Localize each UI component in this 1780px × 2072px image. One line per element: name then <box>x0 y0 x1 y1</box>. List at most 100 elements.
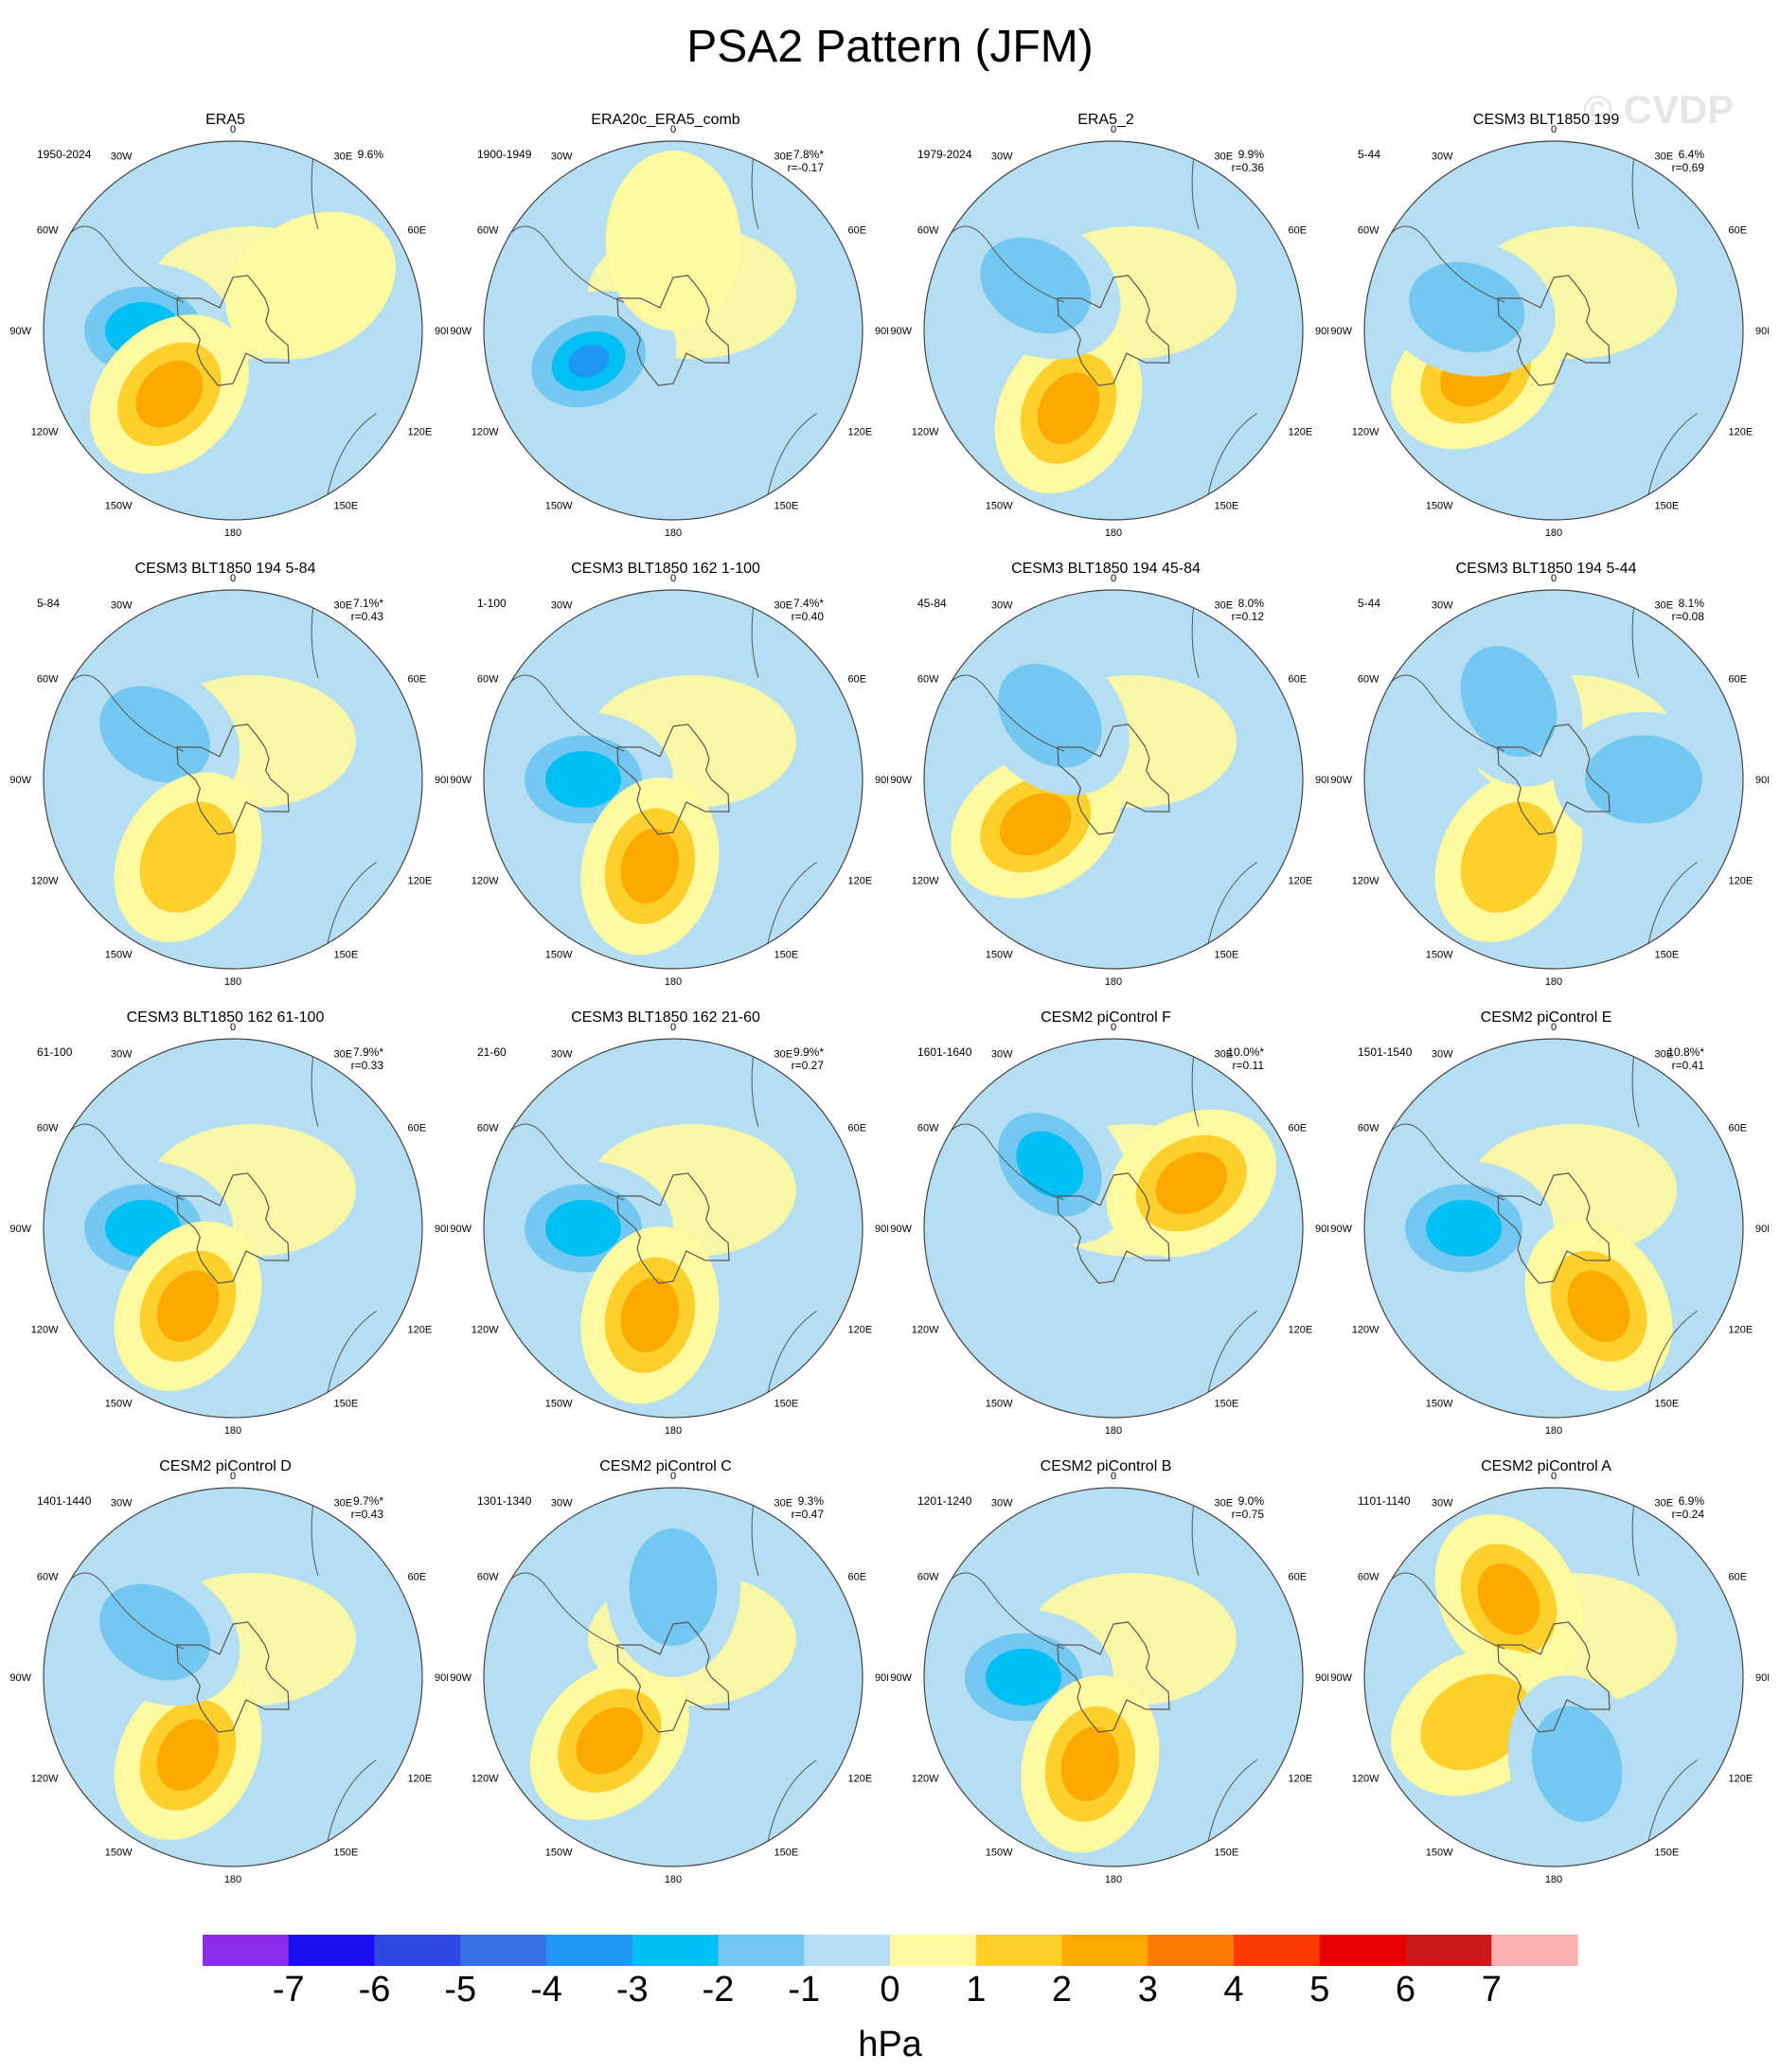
colorbar-tick-label: -4 <box>530 1970 562 2009</box>
longitude-label: 90W <box>9 775 31 786</box>
panel-variance-pct: 9.3% <box>797 1494 824 1508</box>
panel-years: 1501-1540 <box>1358 1045 1413 1059</box>
panel-pattern-corr: r=0.27 <box>791 1059 824 1072</box>
polar-map: 0 30E 60E 90E 120E 150E 180 150W 120W 90W 60W 30W <box>1330 1471 1769 1885</box>
longitude-label: 180 <box>224 1425 241 1437</box>
longitude-label: 150E <box>1655 1848 1680 1859</box>
longitude-label: 150E <box>774 501 799 512</box>
africa-coastline <box>751 1056 759 1127</box>
longitude-label: 30E <box>1215 1498 1234 1509</box>
longitude-label: 150E <box>1655 501 1680 512</box>
map-border <box>43 1487 423 1867</box>
colorbar-swatch <box>203 1935 290 1966</box>
panel-years: 1401-1440 <box>37 1494 92 1508</box>
antarctica-coastline <box>1497 275 1611 386</box>
panel-years: 1979-2024 <box>917 148 972 161</box>
longitude-label: 0 <box>670 573 676 584</box>
longitude-label: 30E <box>774 600 793 612</box>
map-panel: CESM3 BLT1850 194 45-84 45-84 8.0% r=0.12 0 3… <box>883 561 1328 1010</box>
polar-map: 0 30E 60E 90E 120E 150E 180 150W 120W 90W 60W 30W <box>1330 124 1769 539</box>
panel-pattern-corr: r=0.36 <box>1231 161 1264 174</box>
longitude-label: 150E <box>774 1848 799 1859</box>
longitude-label: 30W <box>991 1498 1013 1509</box>
map-panel: CESM2 piControl B 1201-1240 9.0% r=0.75 0 30E… <box>883 1458 1328 1908</box>
longitude-label: 60E <box>848 674 867 686</box>
longitude-label: 60E <box>1729 674 1748 686</box>
longitude-label: 0 <box>1111 1471 1116 1482</box>
longitude-label: 60W <box>1358 1123 1380 1134</box>
panel-pattern-corr: r=0.12 <box>1231 610 1264 623</box>
antarctica-coastline <box>1497 1172 1611 1284</box>
anomaly-positive-contour <box>576 1706 644 1775</box>
colorbar-tick-label: 4 <box>1223 1970 1244 2009</box>
antarctica-coastline <box>616 1172 730 1284</box>
panel-variance-pct: 7.4%* <box>792 597 824 610</box>
longitude-label: 90W <box>890 326 912 337</box>
panel-years: 1900-1949 <box>477 148 532 161</box>
longitude-label: 180 <box>1545 1874 1562 1885</box>
africa-coastline <box>311 607 319 678</box>
longitude-label: 90E <box>1755 326 1769 337</box>
longitude-label: 180 <box>665 1874 682 1885</box>
cvdp-watermark: © CVDP <box>1583 87 1735 132</box>
anomaly-negative-contour <box>1531 1706 1623 1822</box>
panel-years: 1950-2024 <box>37 148 92 161</box>
longitude-label: 30W <box>551 600 573 612</box>
longitude-label: 120E <box>1289 427 1313 438</box>
longitude-label: 120E <box>848 876 873 887</box>
panel-variance-pct: 7.8%* <box>792 148 824 161</box>
australia-coastline <box>327 1759 377 1842</box>
longitude-label: 180 <box>1545 527 1562 539</box>
panel-years: 21-60 <box>477 1045 507 1059</box>
longitude-label: 60E <box>1729 225 1748 237</box>
anomaly-negative-contour <box>998 664 1102 768</box>
longitude-label: 0 <box>1111 573 1116 584</box>
colorbar-swatch <box>1148 1935 1235 1966</box>
longitude-label: 90W <box>890 775 912 786</box>
longitude-label: 0 <box>230 1022 236 1033</box>
map-panel: CESM2 piControl F 1601-1640 10.0%* r=0.11 0 3… <box>883 1009 1328 1459</box>
panel-title: CESM3 BLT1850 199 <box>1472 112 1620 128</box>
anomaly-positive-contour <box>1477 1563 1540 1635</box>
longitude-label: 150E <box>334 1848 359 1859</box>
antarctica-coastline <box>1057 1621 1170 1733</box>
africa-coastline <box>1191 1505 1200 1576</box>
antarctica-coastline <box>176 1172 290 1284</box>
australia-coastline <box>767 1759 817 1842</box>
longitude-label: 60W <box>477 225 499 237</box>
longitude-label: 90W <box>1330 1672 1352 1684</box>
longitude-label: 150W <box>986 1399 1013 1410</box>
longitude-label: 120E <box>1289 1325 1313 1336</box>
panel-years: 1101-1140 <box>1358 1494 1411 1508</box>
longitude-label: 150E <box>774 1399 799 1410</box>
panel-pattern-corr: r=0.47 <box>791 1508 824 1521</box>
colorbar-swatch <box>288 1935 375 1966</box>
longitude-label: 120W <box>472 1774 499 1785</box>
panel-years: 1301-1340 <box>477 1494 532 1508</box>
africa-coastline <box>751 1505 759 1576</box>
colorbar-tick-label: 1 <box>966 1970 987 2009</box>
antarctica-coastline <box>616 1621 730 1733</box>
longitude-label: 150W <box>1426 501 1453 512</box>
africa-coastline <box>1631 607 1640 678</box>
panel-pattern-corr: r=0.40 <box>791 610 824 623</box>
longitude-label: 0 <box>230 124 236 135</box>
antarctica-coastline <box>1057 723 1170 835</box>
map-panel: CESM3 BLT1850 162 61-100 61-100 7.9%* r=0.3… <box>3 1009 448 1459</box>
colorbar-tick-label: -7 <box>272 1970 305 2009</box>
longitude-label: 60E <box>408 1572 427 1583</box>
longitude-label: 60E <box>1289 1572 1308 1583</box>
longitude-label: 0 <box>1551 124 1557 135</box>
longitude-label: 60E <box>1289 225 1308 237</box>
longitude-label: 150E <box>1215 1848 1239 1859</box>
longitude-label: 30E <box>1215 600 1234 612</box>
anomaly-negative-contour <box>1585 735 1702 824</box>
longitude-label: 30E <box>1655 600 1674 612</box>
australia-coastline <box>327 413 377 495</box>
longitude-label: 0 <box>230 573 236 584</box>
polar-map: 0 30E 60E 90E 120E 150E 180 150W 120W 90W 60W 30W <box>9 1471 448 1885</box>
anomaly-positive-contour <box>1420 1673 1532 1771</box>
panel-variance-pct: 10.8%* <box>1667 1045 1704 1059</box>
map-border <box>1363 1487 1744 1867</box>
longitude-label: 60E <box>1289 1123 1308 1134</box>
